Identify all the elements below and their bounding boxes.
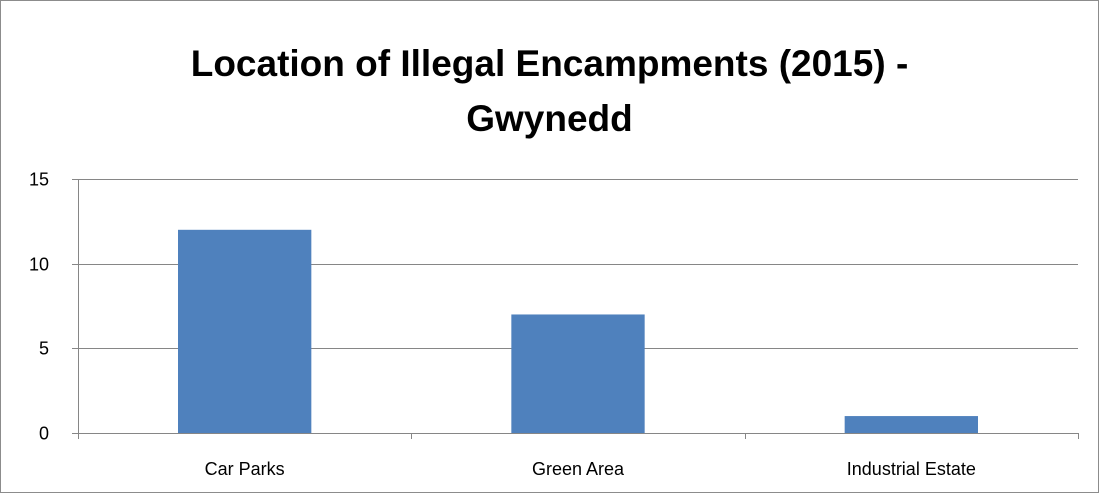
x-tick-label: Car Parks: [205, 459, 285, 479]
y-tick-label: 5: [39, 339, 49, 359]
chart-title-line-2: Gwynedd: [466, 98, 633, 139]
tick-labels: 0 5 10 15 Car Parks Green Area Industrial Esta…: [29, 170, 976, 480]
y-tick-label: 10: [29, 255, 49, 275]
y-tick-label: 0: [39, 424, 49, 444]
x-tick-label: Industrial Estate: [847, 459, 976, 479]
x-tick-label: Green Area: [532, 459, 625, 479]
y-tick-label: 15: [29, 170, 49, 190]
bar-green-area: [511, 314, 645, 433]
bar-car-parks: [178, 229, 312, 433]
chart-title: Location of Illegal Encampments (2015) -…: [0, 36, 1099, 146]
bars: [178, 229, 978, 433]
bar-industrial-estate: [844, 416, 978, 433]
chart-title-line-1: Location of Illegal Encampments (2015) -: [190, 43, 909, 84]
axes: [72, 179, 1079, 439]
